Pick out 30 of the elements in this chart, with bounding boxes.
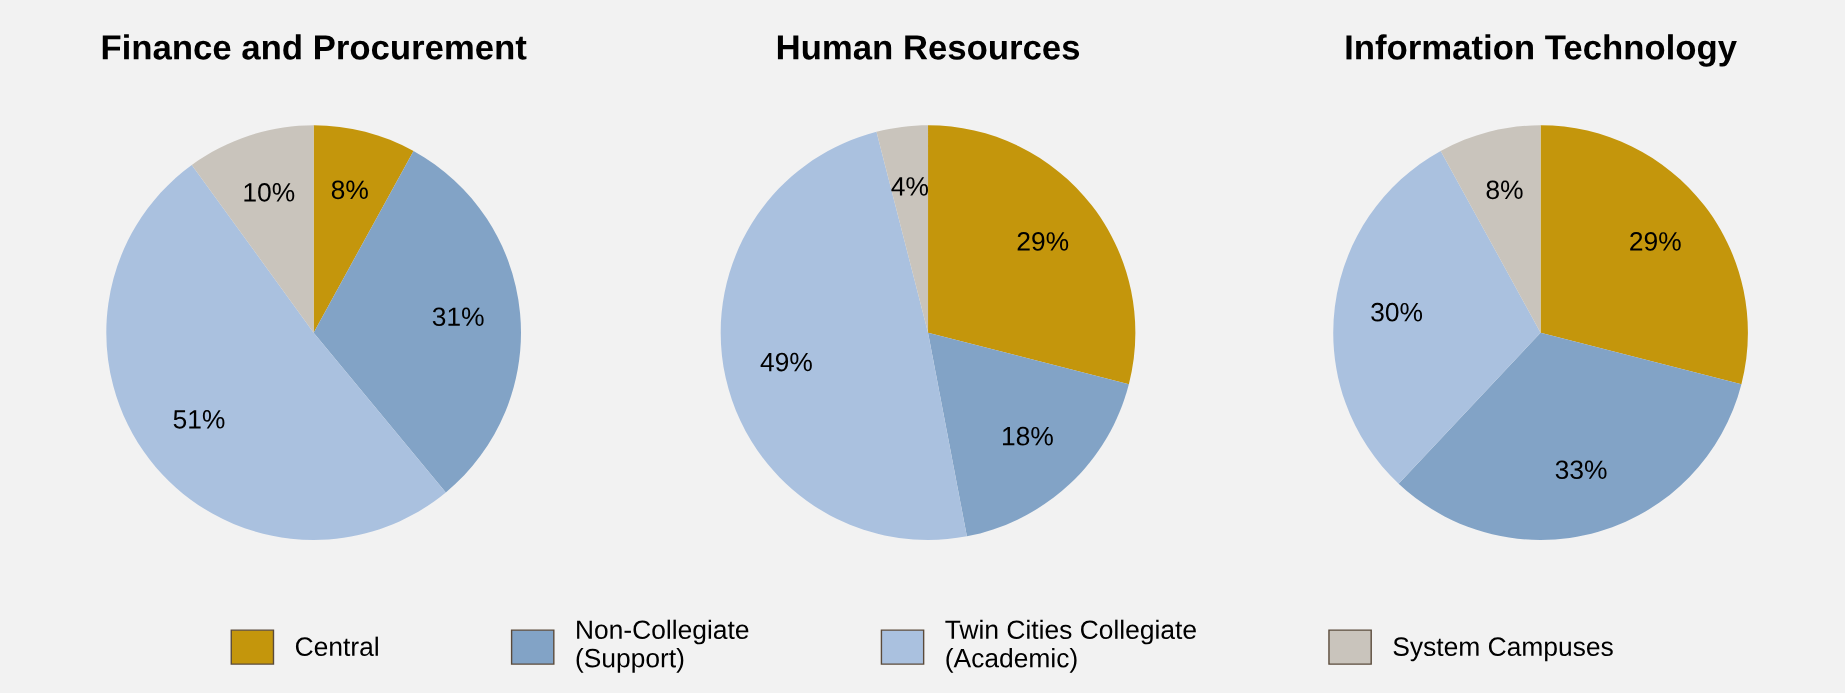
pie-slice [876, 125, 929, 333]
pie-slice [1333, 150, 1541, 484]
chart-title: Human Resources [777, 35, 1080, 60]
pie-slice [1440, 125, 1541, 333]
pie-slice [191, 125, 314, 333]
data-label: 29% [1630, 232, 1681, 251]
data-label: 8% [1486, 180, 1523, 200]
data-label: 31% [432, 307, 484, 327]
pie-slice [1540, 125, 1748, 385]
pie-slice [720, 131, 967, 540]
pie-slice [928, 332, 1129, 537]
pie-slice [313, 150, 521, 493]
legend-label: System Campuses [1393, 637, 1613, 662]
legend-label: Non-Collegiate (Support) [576, 619, 749, 673]
data-label: 8% [331, 180, 368, 200]
data-label: 49% [760, 352, 812, 372]
data-label: 29% [1017, 232, 1069, 251]
chart-title: Information Technology [1346, 34, 1737, 67]
data-label: 30% [1371, 302, 1423, 322]
data-label: 33% [1555, 460, 1607, 480]
data-label: 4% [891, 177, 928, 196]
data-label: 10% [244, 183, 295, 202]
pie-slice [1398, 332, 1742, 540]
pie-slice [313, 125, 414, 333]
pie-slice [928, 125, 1136, 385]
data-label: 51% [173, 410, 225, 429]
data-label: 18% [1002, 426, 1053, 446]
chart-title: Finance and Procurement [102, 34, 527, 60]
legend-label: Central [295, 636, 378, 657]
legend-label: Twin Cities Collegiate (Academic) [945, 619, 1196, 673]
